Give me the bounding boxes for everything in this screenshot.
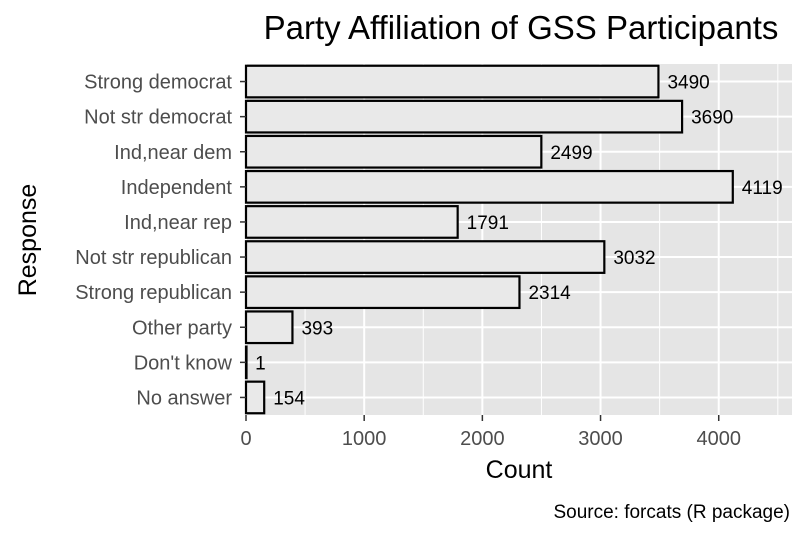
x-tick-label: 2000 <box>460 428 505 450</box>
y-tick-label: Strong democrat <box>84 72 232 94</box>
y-tick-label: Ind,near dem <box>114 142 232 164</box>
data-label: 4119 <box>742 178 783 199</box>
y-tick-label: No answer <box>136 387 232 409</box>
chart-title: Party Affiliation of GSS Participants <box>264 9 779 46</box>
x-tick-label: 0 <box>240 428 251 450</box>
data-label: 1 <box>255 353 266 374</box>
x-tick-labels: 0 1000 2000 3000 4000 <box>240 415 741 450</box>
data-label: 1791 <box>467 213 509 234</box>
data-label: 3690 <box>691 108 733 129</box>
data-label: 3032 <box>613 248 655 269</box>
bar <box>244 380 266 415</box>
y-axis-title: Response <box>14 184 42 297</box>
bar <box>244 310 294 345</box>
bar <box>244 99 684 134</box>
x-tick-label: 1000 <box>342 428 387 450</box>
data-label: 2499 <box>550 143 592 164</box>
chart-caption: Source: forcats (R package) <box>553 502 790 523</box>
data-label: 2314 <box>528 283 571 304</box>
bar <box>244 205 459 239</box>
data-label: 154 <box>273 388 305 409</box>
y-tick-label: Independent <box>121 177 233 199</box>
y-tick-label: Not str republican <box>75 247 232 269</box>
bar <box>244 134 543 169</box>
y-tick-label: Strong republican <box>75 282 232 304</box>
y-tick-label: Ind,near rep <box>124 212 232 234</box>
y-tick-label: Don't know <box>134 352 233 374</box>
bar <box>244 240 606 274</box>
data-label: 3490 <box>667 73 709 94</box>
bar <box>244 275 521 310</box>
bar <box>244 169 734 204</box>
y-tick-label: Not str democrat <box>84 107 232 129</box>
y-tick-labels: Strong democrat Not str democrat Ind,near … <box>75 72 246 409</box>
bar <box>244 345 248 380</box>
x-tick-label: 4000 <box>696 428 741 450</box>
bars: 3490 3690 2499 4119 1791 3032 2314 393 1 154 <box>244 64 783 415</box>
x-tick-label: 3000 <box>578 428 623 450</box>
bar <box>244 64 660 99</box>
data-label: 393 <box>301 318 333 339</box>
y-tick-label: Other party <box>132 317 232 339</box>
x-axis-title: Count <box>486 456 553 484</box>
